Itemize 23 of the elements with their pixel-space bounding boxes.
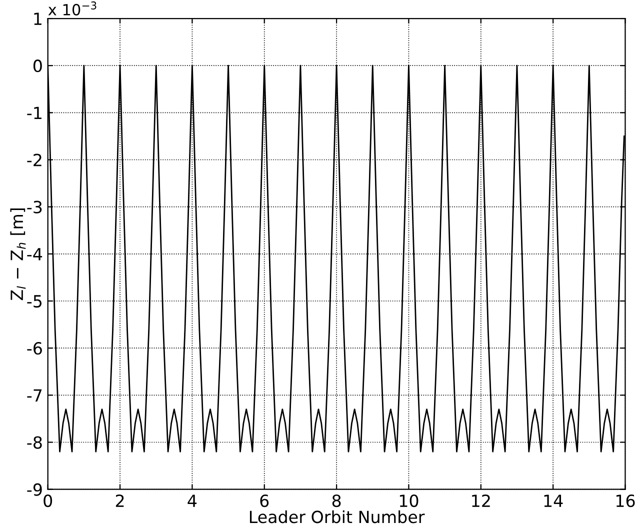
x-tick-label: 0: [44, 494, 52, 508]
y-tick-label: -4: [27, 248, 42, 260]
x-tick-label: 4: [188, 494, 197, 507]
x-tick-label: 6: [260, 494, 269, 508]
y-tick-label: 1: [34, 12, 42, 25]
x-tick-label: 16: [616, 494, 635, 508]
y-tick-label: -9: [27, 483, 42, 496]
y-tick-label: -8: [27, 436, 42, 449]
y-tick-label: -1: [27, 106, 42, 120]
y-tick-label: -5: [27, 295, 42, 308]
y-tick-label: -6: [27, 342, 42, 355]
x-tick-label: 2: [116, 494, 124, 507]
text: x 10$^{−3}$: [48, 1, 96, 16]
x-tick-label: 8: [332, 494, 341, 508]
x-tick-label: 12: [472, 494, 490, 507]
x-axis-title: Leader Orbit Number: [250, 510, 425, 524]
y-tick-label: -3: [27, 200, 42, 214]
y-tick-label: -7: [27, 389, 42, 402]
x-tick-label: 14: [544, 494, 563, 507]
y-axis-title: Z$_{l}$ − Z$_{h}$ [m]: [10, 208, 26, 300]
x-tick-label: 10: [400, 494, 418, 508]
y-tick-label: -2: [27, 154, 42, 166]
y-tick-label: 0: [33, 60, 42, 72]
